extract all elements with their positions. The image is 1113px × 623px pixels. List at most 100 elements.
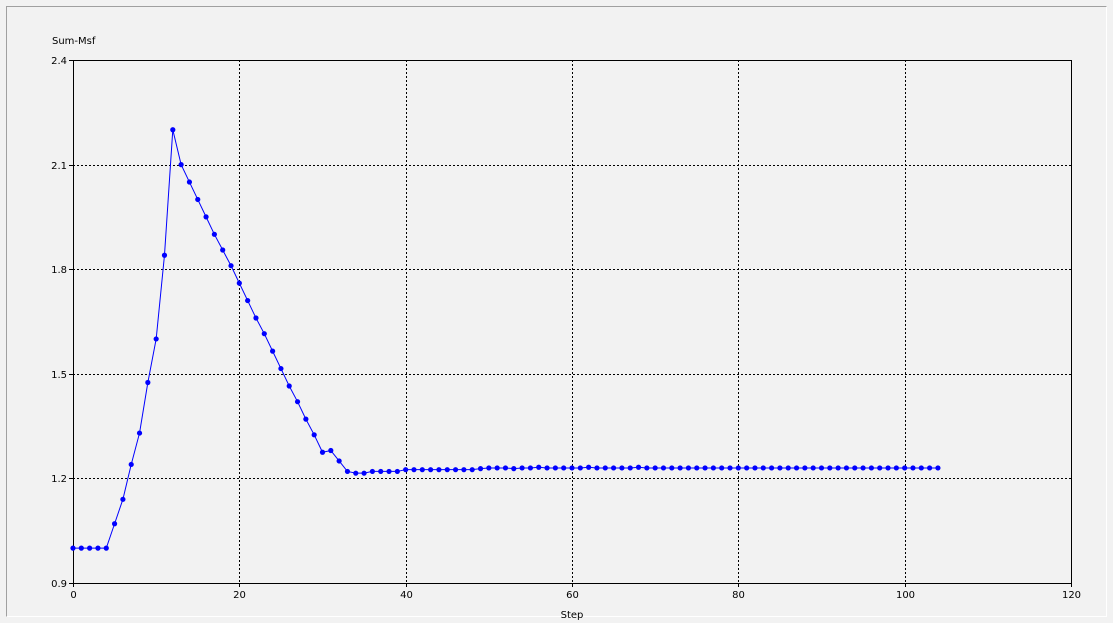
data-point (228, 263, 234, 269)
data-point (577, 465, 583, 471)
data-point (561, 465, 567, 471)
data-point (186, 179, 193, 185)
data-point (303, 416, 309, 422)
data-point (610, 465, 617, 471)
data-point (411, 467, 417, 473)
data-point (660, 465, 667, 471)
y-tick-label: 1.5 (51, 370, 67, 381)
data-point (336, 458, 342, 464)
data-point (361, 470, 367, 476)
data-point (428, 467, 434, 473)
data-point (694, 465, 700, 471)
data-point (810, 465, 816, 471)
grid-lines (73, 60, 1071, 583)
data-point (270, 348, 276, 354)
data-point (602, 465, 608, 471)
data-point (843, 465, 850, 471)
data-point (328, 447, 334, 454)
x-tick-label: 80 (732, 590, 745, 601)
data-point (403, 467, 409, 473)
data-point (893, 465, 899, 471)
x-tick-label: 20 (233, 590, 246, 601)
axis-ticks: 0 20 40 60 80 100 120 0.9 1.2 1.5 1.8 2.1 2.4 (51, 56, 1081, 601)
data-point (236, 280, 242, 286)
data-point (552, 465, 558, 471)
data-point (877, 465, 883, 471)
data-point (710, 465, 716, 471)
data-point (511, 466, 517, 472)
data-point (677, 465, 683, 471)
data-point (927, 465, 933, 471)
data-point (211, 231, 217, 237)
data-point (935, 465, 941, 471)
data-point (369, 468, 375, 475)
data-point (586, 464, 592, 470)
data-point (536, 464, 542, 470)
y-tick-label: 0.9 (51, 579, 67, 590)
data-point (386, 468, 392, 475)
data-point (752, 465, 758, 471)
data-point (569, 465, 575, 471)
data-point (70, 545, 76, 551)
data-point (253, 315, 259, 321)
data-point (278, 365, 284, 372)
data-point (835, 465, 841, 471)
x-tick-label: 100 (896, 590, 915, 601)
data-point (203, 214, 209, 220)
data-point (452, 467, 459, 473)
data-point (868, 465, 875, 471)
y-tick-label: 2.1 (51, 161, 67, 172)
data-point (120, 496, 126, 502)
data-point (769, 465, 775, 471)
data-point (519, 465, 525, 471)
y-tick-label: 1.2 (51, 474, 67, 485)
data-point (344, 468, 351, 475)
data-point (494, 465, 500, 471)
x-tick-label: 0 (70, 590, 76, 601)
data-point (544, 465, 550, 471)
data-point (702, 465, 708, 471)
data-point (902, 465, 908, 471)
data-point (777, 465, 783, 471)
data-point (436, 467, 442, 473)
data-point (652, 465, 658, 471)
data-point (619, 465, 625, 471)
data-point (128, 461, 134, 468)
data-point (311, 432, 317, 438)
data-point (502, 465, 509, 471)
data-point (744, 465, 750, 471)
data-point (353, 470, 359, 476)
data-point (178, 162, 184, 168)
data-point (145, 379, 151, 386)
data-point (161, 252, 168, 258)
data-point (644, 465, 650, 471)
data-point (419, 467, 425, 473)
data-point (378, 468, 384, 475)
data-point (170, 127, 176, 133)
data-point (444, 467, 450, 473)
x-tick-label: 40 (400, 590, 413, 601)
data-point (627, 465, 633, 471)
data-point (594, 465, 600, 471)
data-point (827, 465, 833, 471)
data-point (885, 465, 891, 471)
data-point (261, 331, 267, 337)
data-point (195, 196, 201, 203)
data-point (220, 247, 226, 253)
data-point (760, 465, 766, 471)
data-point (719, 465, 725, 471)
y-tick-label: 1.8 (51, 265, 67, 276)
data-point (527, 465, 534, 471)
data-point (785, 465, 791, 471)
data-point (394, 468, 400, 475)
data-point (685, 465, 692, 471)
data-point (802, 465, 808, 471)
data-point (469, 467, 475, 473)
data-point (818, 465, 825, 471)
data-point (669, 465, 675, 471)
x-axis-label: Step (561, 610, 584, 621)
y-axis-label: Sum-Msf (52, 36, 96, 47)
data-point (793, 465, 800, 471)
data-point (111, 521, 118, 527)
data-point (153, 336, 159, 342)
